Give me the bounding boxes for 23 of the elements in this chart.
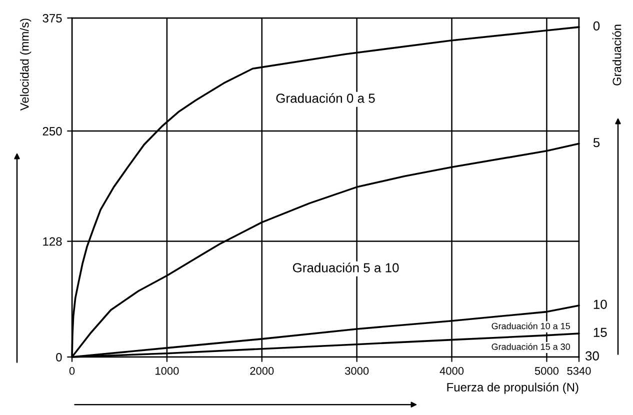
series-label: 15 (594, 328, 607, 337)
y-tick-label: 128 (43, 237, 62, 246)
y-tick-label: 0 (56, 352, 62, 362)
x-tick-label: 0 (69, 367, 75, 375)
annotation: Graduación 5 a 10 (292, 262, 399, 272)
text: Graduación (612, 24, 622, 86)
y-tick-label: 250 (42, 126, 62, 136)
annotation: Graduación 10 a 15 (492, 322, 570, 330)
annotation: Graduación 0 a 5 (276, 93, 375, 103)
x-tick-label: 4000 (440, 367, 464, 375)
series-label: 5 (593, 138, 600, 148)
y-axis-title: Velocidad (mm/s) (20, 18, 32, 111)
y-tick-label: 375 (42, 14, 62, 22)
x-tick-label: 1000 (156, 367, 179, 375)
series-label: 0 (593, 21, 600, 31)
text: 30 (585, 351, 599, 360)
x-tick-label: 5000 (534, 367, 559, 375)
annotation: Graduación 15 a 30 (492, 343, 570, 350)
x-tick-label: 5340 (567, 367, 591, 375)
series-label: 10 (594, 300, 607, 309)
x-tick-label: 2000 (250, 367, 274, 375)
x-axis-title: Fuerza de propulsión (N) (447, 382, 578, 394)
x-tick-label: 3000 (345, 367, 369, 375)
